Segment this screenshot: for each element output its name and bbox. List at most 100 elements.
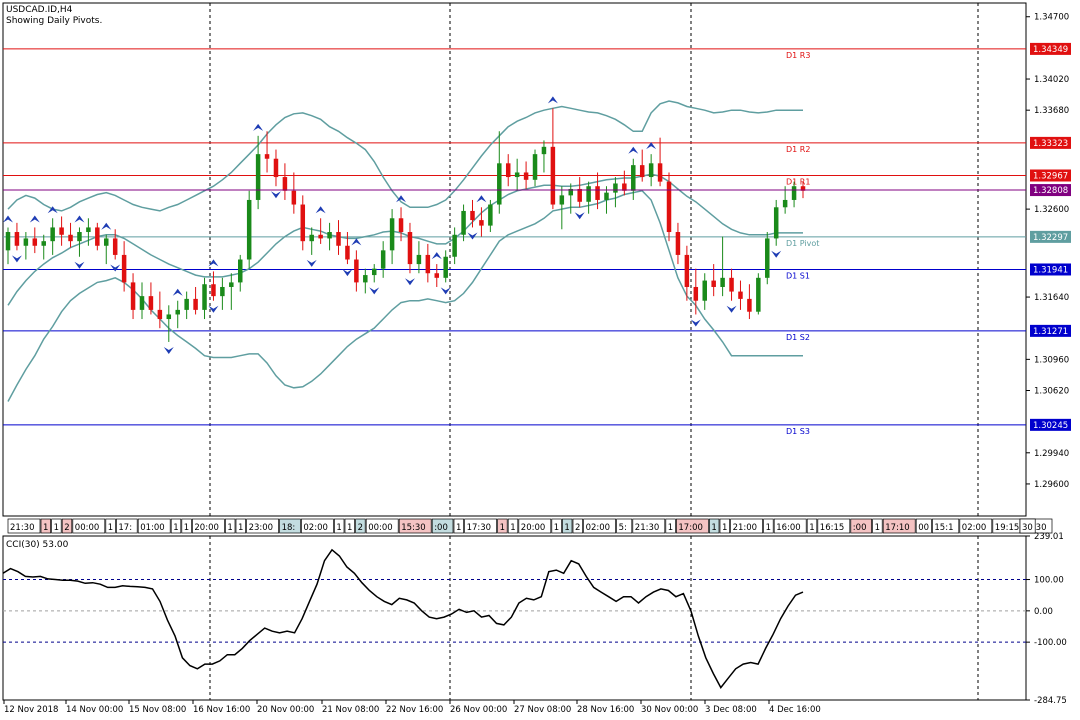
pivot-label: D1 S3 — [786, 427, 810, 436]
candle-bear — [407, 232, 413, 265]
fractal-down-marker — [726, 305, 737, 313]
candle-bull — [380, 250, 386, 269]
session-label-box — [170, 518, 182, 534]
session-label-box — [616, 518, 633, 534]
candle-bear — [639, 165, 645, 178]
fractal-down-marker — [467, 232, 478, 240]
x-tick-label: 14 Nov 00:00 — [66, 705, 123, 715]
candle-bull — [246, 199, 252, 260]
session-label-box — [562, 518, 573, 534]
session-label-box — [882, 518, 916, 534]
pivot-price-tag — [1030, 263, 1071, 276]
session-label: 02:00 — [303, 523, 328, 533]
candle-bear — [59, 227, 64, 235]
pivot-label: D1 S2 — [786, 333, 810, 342]
candle-bear — [273, 158, 279, 178]
candle-bull — [631, 165, 636, 191]
fractal-down-marker — [574, 212, 585, 220]
session-label: 1 — [564, 523, 569, 533]
session-label-box — [137, 518, 171, 534]
y-tick-label: 1.31640 — [1034, 293, 1069, 303]
session-label: 1 — [456, 523, 461, 533]
x-tick-label: 30 Nov 00:00 — [641, 705, 698, 715]
session-label-box — [225, 518, 236, 534]
x-tick-label: 28 Nov 16:00 — [577, 705, 634, 715]
x-tick-label: 15 Nov 08:00 — [129, 705, 186, 715]
fractal-up-marker — [646, 142, 657, 150]
session-label: 17:10 — [885, 523, 910, 533]
candle-bull — [568, 188, 574, 196]
y-tick-label: 1.32600 — [1034, 205, 1069, 215]
current-price-tag — [1030, 184, 1071, 197]
candle-bear — [148, 296, 154, 310]
fractal-down-marker — [163, 346, 174, 354]
candle-bear — [595, 186, 600, 200]
candle-bear — [193, 298, 198, 310]
candle-bear — [657, 163, 663, 182]
candle-bear — [684, 254, 690, 287]
session-label: :00 — [853, 523, 867, 533]
session-label-box — [872, 518, 883, 534]
session-label-box — [72, 518, 106, 534]
pivot-label: D1 S1 — [786, 271, 810, 280]
candle-bull — [237, 259, 243, 283]
session-label-box — [398, 518, 432, 534]
candle-bear — [130, 282, 136, 310]
cci-y-tick-label: -284.75 — [1034, 696, 1067, 706]
session-label-box — [105, 518, 116, 534]
session-label-box — [806, 518, 818, 534]
session-label: 1 — [173, 523, 178, 533]
session-label: 1 — [510, 523, 515, 533]
x-tick-label: 22 Nov 16:00 — [386, 705, 443, 715]
pivot-label: D1 R1 — [786, 177, 810, 186]
pivot-price-tag-text: 1.31941 — [1033, 265, 1068, 275]
candle-bear — [157, 309, 163, 320]
session-label: 15:1 — [934, 523, 953, 533]
candle-bull — [175, 309, 180, 315]
x-tick-label: 26 Nov 00:00 — [450, 705, 507, 715]
y-tick-label: 1.29940 — [1034, 449, 1069, 459]
session-label: 00:00 — [75, 523, 100, 533]
session-label-box — [334, 518, 345, 534]
candle-bear — [747, 298, 752, 312]
session-label: 1 — [500, 523, 505, 533]
cci-y-tick-label: 0.00 — [1034, 607, 1053, 617]
candle-bull — [773, 207, 779, 239]
candle-bull — [488, 204, 493, 226]
session-label: 1 — [766, 523, 771, 533]
candle-bear — [470, 210, 475, 221]
session-label: 2 — [64, 523, 69, 533]
session-label-box — [817, 518, 851, 534]
session-label-box — [915, 518, 932, 534]
pivot-price-tag-text: 1.32967 — [1033, 171, 1068, 181]
session-label-box — [932, 518, 960, 534]
x-tick-label: 27 Nov 08:00 — [514, 705, 571, 715]
fractal-up-marker — [172, 288, 183, 296]
session-label-box — [365, 518, 399, 534]
session-label-box — [181, 518, 192, 534]
session-label-box — [7, 518, 41, 534]
candle-bear — [336, 232, 341, 246]
session-label: 1 — [184, 523, 189, 533]
pivot-label: D1 R3 — [786, 51, 810, 60]
candle-bull — [86, 227, 91, 233]
session-label-box — [246, 518, 279, 534]
session-label: 15:30 — [401, 523, 426, 533]
main-plot-frame — [2, 2, 1027, 517]
session-label-box — [116, 518, 138, 534]
chart-subtitle: Showing Daily Pivots. — [6, 16, 102, 26]
fractal-up-marker — [547, 96, 558, 104]
session-label: 16:15 — [820, 523, 845, 533]
candle-bull — [604, 192, 609, 200]
candle-bear — [264, 154, 270, 159]
pivot-label: D1 Pivot — [786, 239, 819, 248]
fractal-up-marker — [315, 206, 326, 214]
candle-bull — [41, 241, 46, 246]
candle-bear — [505, 163, 511, 178]
candle-bear — [282, 177, 288, 191]
session-label: 1 — [336, 523, 341, 533]
pivot-price-tag-text: 1.32297 — [1033, 233, 1068, 243]
fractal-up-marker — [431, 252, 442, 260]
fractal-up-marker — [628, 146, 639, 154]
